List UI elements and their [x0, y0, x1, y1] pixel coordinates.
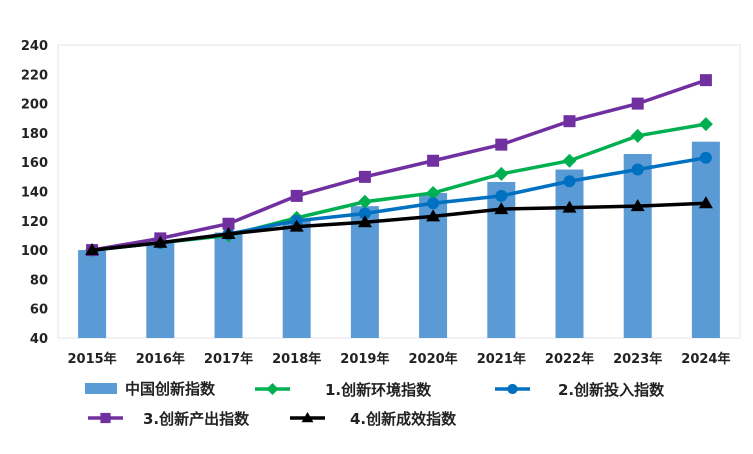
square-marker [222, 217, 235, 230]
triangle-marker [301, 412, 314, 423]
x-axis: 2015年 2016年 2017年 2018年 2019年 2020年 2021年 2022年… [68, 351, 731, 367]
y-tick-label: 120 [21, 215, 48, 230]
series-3 [86, 74, 712, 257]
diamond-marker [426, 185, 441, 200]
x-tick-label: 2024年 [681, 351, 730, 367]
series-line [91, 78, 707, 252]
y-tick-label: 40 [30, 332, 48, 347]
triangle-marker [494, 202, 509, 215]
triangle-marker [221, 226, 236, 239]
circle-marker [563, 175, 576, 188]
y-tick-label: 80 [30, 273, 48, 288]
y-tick-label: 240 [21, 39, 48, 54]
plot-area-border [57, 44, 741, 339]
square-marker [495, 138, 508, 151]
triangle-marker [85, 243, 100, 256]
triangle-marker [698, 196, 713, 209]
legend-label: 3.创新产出指数 [143, 410, 250, 428]
x-tick-label: 2017年 [204, 351, 253, 367]
series-line [91, 122, 707, 252]
y-tick-label: 60 [30, 303, 48, 318]
bar [691, 141, 720, 338]
x-tick-label: 2021年 [477, 351, 526, 367]
legend-label: 1.创新环境指数 [325, 381, 432, 399]
diamond-marker [266, 383, 279, 395]
x-tick-label: 2016年 [136, 351, 185, 367]
legend-label: 4.创新成效指数 [350, 410, 457, 428]
legend-label: 2.创新投入指数 [558, 381, 665, 399]
y-tick-label: 200 [21, 98, 48, 113]
lines [85, 74, 713, 258]
y-tick-label: 180 [21, 127, 48, 142]
triangle-marker [289, 219, 304, 232]
circle-marker [507, 383, 518, 395]
triangle-marker [426, 209, 441, 222]
square-marker [563, 115, 576, 128]
diamond-marker [698, 117, 713, 132]
legend-swatch [85, 383, 117, 394]
square-marker [358, 170, 371, 183]
legend-label: 中国创新指数 [125, 380, 216, 398]
y-tick-label: 220 [21, 68, 48, 83]
diamond-marker [630, 128, 645, 143]
circle-marker [631, 163, 644, 176]
x-tick-label: 2023年 [613, 351, 662, 367]
circle-marker [427, 197, 440, 210]
y-axis: 40 60 80 100 120 140 160 180 200 220 240 [21, 39, 48, 347]
y-tick-label: 100 [21, 244, 48, 259]
x-tick-label: 2018年 [272, 351, 321, 367]
legend: 中国创新指数 1.创新环境指数 2.创新投入指数 3.创新产出指数 4.创新成效指数 [85, 380, 665, 428]
square-marker [290, 189, 303, 202]
diamond-marker [357, 194, 372, 209]
square-marker [699, 74, 712, 87]
triangle-marker [153, 235, 168, 248]
circle-marker [495, 189, 508, 202]
triangle-marker [630, 199, 645, 212]
bars [78, 141, 720, 338]
x-tick-label: 2015年 [68, 351, 117, 367]
bar [78, 250, 107, 338]
circle-marker [699, 151, 712, 164]
bar [214, 232, 243, 338]
triangle-marker [562, 200, 577, 213]
series-4 [85, 196, 713, 256]
triangle-marker [357, 215, 372, 228]
series-line [91, 201, 706, 252]
x-tick-label: 2022年 [545, 351, 594, 367]
square-marker [100, 412, 111, 424]
bar [623, 153, 652, 338]
square-marker [427, 154, 440, 167]
x-tick-label: 2020年 [409, 351, 458, 367]
series-line [91, 156, 707, 252]
x-tick-label: 2019年 [340, 351, 389, 367]
y-tick-label: 140 [21, 186, 48, 201]
bar [350, 206, 379, 338]
y-tick-label: 160 [21, 156, 48, 171]
bar [282, 219, 311, 338]
diamond-marker [494, 166, 509, 181]
bar [555, 169, 584, 338]
series-1 [85, 117, 713, 258]
bar [146, 242, 175, 338]
square-marker [631, 97, 644, 110]
diamond-marker [562, 153, 577, 168]
circle-marker [358, 207, 371, 220]
